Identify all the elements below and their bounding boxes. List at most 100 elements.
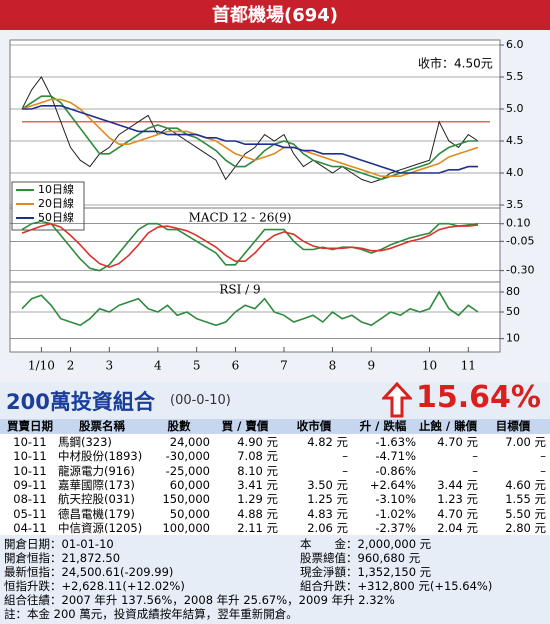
x-tick-label: 9 <box>367 359 375 373</box>
table-cell: 09-11 <box>13 477 47 492</box>
y-tick-label: 50 <box>506 305 520 318</box>
table-cell: 10-11 <box>13 463 47 478</box>
table-cell: 3.50 元 <box>307 477 348 492</box>
portfolio-return: 15.64% <box>416 380 541 415</box>
table-cell: 150,000 <box>162 492 210 507</box>
x-tick-label: 2 <box>67 359 75 373</box>
table-cell: 4.83 元 <box>307 506 348 521</box>
x-tick-label: 4 <box>154 359 162 373</box>
plot-frame <box>9 39 501 353</box>
table-cell: 4.82 元 <box>307 435 348 449</box>
table-cell: 08-11 <box>13 492 47 507</box>
table-cell: 4.88 元 <box>237 506 278 521</box>
table-cell: – <box>540 449 546 464</box>
table-cell: 2.06 元 <box>307 520 348 535</box>
table-cell: -0.86% <box>375 463 416 478</box>
table-cell: 龍源電力(916) <box>58 463 135 478</box>
header-bg <box>0 419 550 434</box>
title-bar <box>0 0 550 30</box>
chart-title: 首都機場(694) <box>212 4 338 26</box>
table-cell: -2.37% <box>375 520 416 535</box>
y-tick-label: 80 <box>506 285 520 298</box>
table-cell: 2.04 元 <box>437 520 478 535</box>
table-cell: 60,000 <box>169 477 210 492</box>
table-cell: 嘉華國際(173) <box>58 477 135 492</box>
y-tick-label: 0.10 <box>506 217 531 230</box>
header-cell: 買賣日期 <box>7 419 53 433</box>
table-cell: 10-11 <box>13 449 47 464</box>
table: 買賣日期 股票名稱 股數 買 / 賣價 收市價 升 / 跌幅 止蝕 / 賺價 目標價 10-11… <box>0 419 550 535</box>
annotation: 收市：4.50元 <box>418 56 493 71</box>
line-series <box>21 290 479 327</box>
header-cell: 升 / 跌幅 <box>359 419 407 433</box>
y-tick-label: 5.0 <box>506 102 524 115</box>
table-cell: -1.63% <box>375 435 416 449</box>
legend-label: 10日線 <box>38 182 74 196</box>
summary-left: 最新恒指：24,500.61(-209.99) <box>4 565 174 579</box>
y-tick-label: -0.05 <box>506 234 534 247</box>
summary-right: 本 金：2,000,000 元 <box>300 537 432 551</box>
header-cell: 目標價 <box>495 419 531 433</box>
table-cell: – <box>540 463 546 478</box>
table-cell: – <box>342 463 348 478</box>
table-cell: +2.64% <box>369 477 416 492</box>
legend-label: 20日線 <box>38 196 74 210</box>
up-arrow <box>382 382 412 418</box>
table-cell: -25,000 <box>165 463 210 478</box>
table-cell: -1.02% <box>375 506 416 521</box>
table-cell: 中信資源(1205) <box>58 520 143 535</box>
table-cell: – <box>472 463 478 478</box>
table-cell: 4.70 元 <box>437 506 478 521</box>
table-cell: 中材股份(1893) <box>58 449 143 464</box>
table-cell: 50,000 <box>169 506 210 521</box>
summary-left: 開倉恒指：21,872.50 <box>4 551 121 565</box>
x-tick-label: 1/10 <box>28 359 55 373</box>
line-series <box>21 220 479 272</box>
table-cell: -4.71% <box>375 449 416 464</box>
y-tick-label: 6.0 <box>506 38 524 51</box>
table-cell: 1.25 元 <box>307 492 348 507</box>
y-tick-label: 5.5 <box>506 70 524 83</box>
table-cell: 10-11 <box>13 435 47 449</box>
header-cell: 買 / 賣價 <box>221 419 269 433</box>
table-cell: 德昌電機(179) <box>58 506 135 521</box>
y-tick-label: 4.0 <box>506 166 524 179</box>
table-cell: 4.70 元 <box>437 435 478 449</box>
header-cell: 股票名稱 <box>79 419 125 433</box>
x-tick-label: 11 <box>461 359 476 373</box>
summary-right: 現金淨額：1,352,150 元 <box>300 565 432 579</box>
y-tick-label: 3.5 <box>506 198 524 211</box>
x-tick-label: 6 <box>232 359 240 373</box>
line-series <box>21 98 479 177</box>
summary-line: 註：本金 200 萬元，投資成績按年結算，翌年重新開倉。 <box>4 607 298 621</box>
table-cell: 24,000 <box>169 435 210 449</box>
x-tick-label: 8 <box>329 359 337 373</box>
table-cell: 04-11 <box>13 520 47 535</box>
header-cell: 止蝕 / 賺價 <box>418 419 478 433</box>
table-cell: 1.29 元 <box>237 492 278 507</box>
chart: 首都機場(694) 6.0 5.5 5.0 4.5 4.0 3.5 收市：4.50元 1/10… <box>0 0 550 373</box>
table-cell: 馬鋼(323) <box>58 435 112 449</box>
table-cell: 05-11 <box>13 506 47 521</box>
portfolio-date: (00-0-10) <box>170 393 231 408</box>
y-tick-label: 4.5 <box>506 134 524 147</box>
portfolio-title: 200萬投資組合 <box>6 390 155 414</box>
summary-line: 組合往績：2007 年升 137.56%，2008 年升 25.67%，2009… <box>4 593 395 607</box>
x-tick-label: 7 <box>280 359 288 373</box>
x-tick-label: 10 <box>422 359 437 373</box>
summary-right: 股票總值：960,680 元 <box>300 551 421 565</box>
summary-left: 恒指升跌：+2,628.11(+12.02%) <box>4 579 185 593</box>
legend-label: 50日線 <box>38 210 74 224</box>
line-series <box>21 222 479 268</box>
header-cell: 收市價 <box>296 419 332 433</box>
summary-right: 組合升跌：+312,800 元(+15.64%) <box>300 579 493 593</box>
table-cell: 4.90 元 <box>237 435 278 449</box>
table-cell: 3.41 元 <box>237 477 278 492</box>
x-tick-label: 3 <box>105 359 113 373</box>
table-cell: 1.23 元 <box>437 492 478 507</box>
y-tick-label: -0.30 <box>506 264 534 277</box>
header-cell: 股數 <box>167 419 191 433</box>
table-cell: – <box>342 449 348 464</box>
line-series <box>22 105 478 174</box>
